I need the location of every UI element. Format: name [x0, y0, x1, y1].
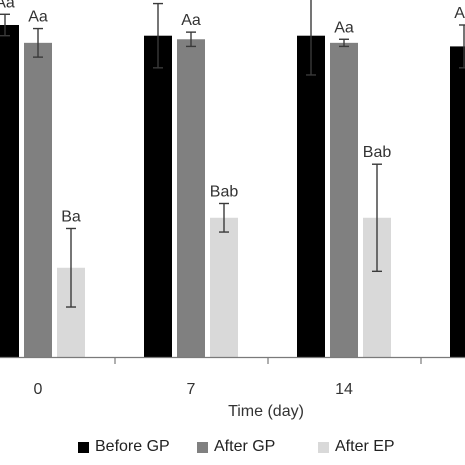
bar — [177, 39, 205, 358]
legend-item: After GP — [197, 438, 275, 456]
x-tick-label: 7 — [187, 381, 196, 398]
legend-swatch — [197, 441, 208, 453]
legend-label: Before GP — [95, 438, 170, 455]
bar — [297, 35, 325, 357]
legend: Before GP After GP After EP — [0, 438, 465, 462]
x-tick-label: 0 — [34, 381, 43, 398]
significance-label: Bab — [210, 183, 239, 200]
legend-label: After EP — [335, 438, 395, 455]
legend-item: After EP — [318, 438, 395, 456]
bar — [24, 42, 52, 358]
plot-area: AaAaAaAaAaAaAaBaBabBab — [0, 0, 465, 358]
significance-label: Aa — [454, 5, 465, 22]
legend-label: After GP — [214, 438, 276, 455]
legend-swatch — [318, 441, 329, 453]
bar — [450, 46, 465, 357]
significance-label: Aa — [181, 12, 201, 29]
x-axis: 071421 — [0, 356, 465, 398]
x-tick-label: 14 — [335, 381, 353, 398]
significance-label: Aa — [148, 0, 168, 1]
bar — [144, 35, 172, 357]
significance-label: Aa — [0, 0, 15, 11]
significance-label: Aa — [334, 19, 354, 36]
significance-label: Bab — [363, 144, 392, 161]
x-axis-label: Time (day) — [228, 403, 304, 420]
legend-swatch — [78, 441, 89, 453]
bar — [0, 24, 19, 358]
significance-label: Ba — [61, 208, 81, 225]
bar — [330, 42, 358, 358]
significance-label: Aa — [28, 9, 48, 26]
bar — [210, 217, 238, 357]
legend-item: Before GP — [78, 438, 170, 456]
